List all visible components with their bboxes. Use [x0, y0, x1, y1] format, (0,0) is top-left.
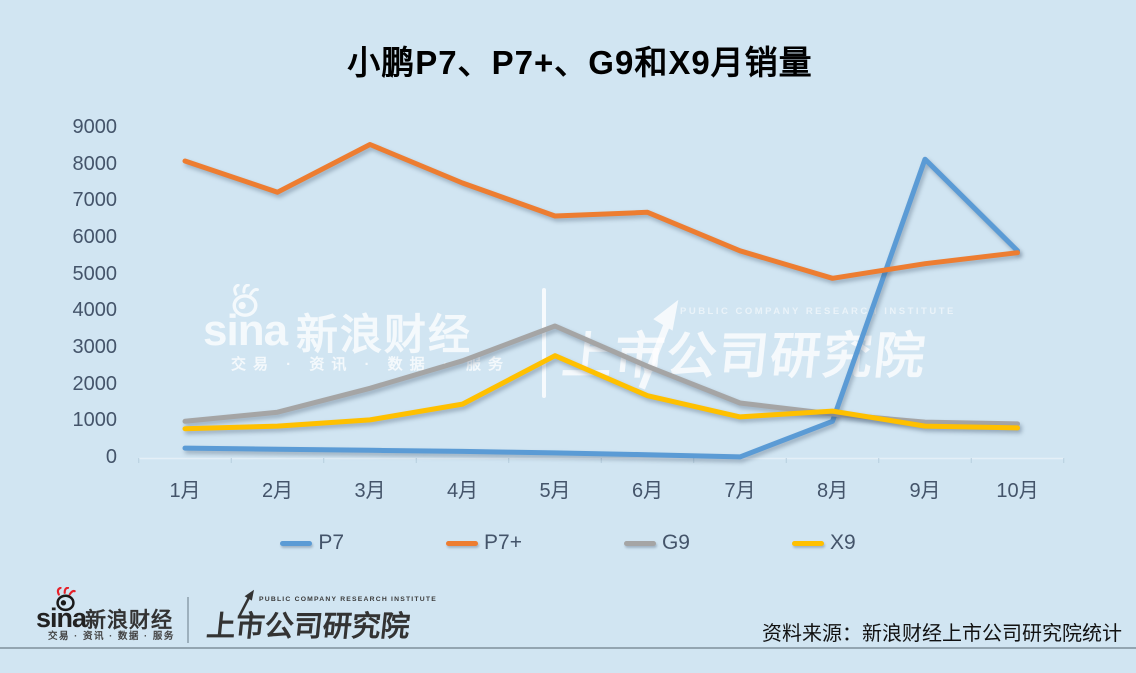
x-tick-label: 3月 [354, 480, 386, 502]
legend-item-P7: P7 [280, 531, 344, 555]
legend-label: P7 [318, 531, 345, 554]
legend-label: X9 [829, 531, 856, 554]
x-tick-label: 9月 [909, 480, 941, 502]
y-tick-label: 6000 [72, 226, 118, 248]
legend-item-G9: G9 [623, 531, 690, 555]
x-tick-label: 4月 [446, 480, 479, 502]
legend-item-X9: X9 [791, 531, 856, 555]
legend-item-P7+: P7+ [446, 531, 522, 555]
legend-swatch-X9 [791, 540, 824, 546]
legend-swatch-P7 [280, 540, 313, 546]
y-tick-label: 9000 [72, 116, 118, 138]
chart-title: 小鹏P7、P7+、G9和X9月销量 [347, 44, 813, 81]
sina-finance-logo-text: 新浪财经 [85, 609, 173, 632]
y-tick-label: 0 [105, 446, 117, 468]
sina-wordmark: sina [36, 603, 87, 633]
legend-swatch-G9 [623, 540, 656, 546]
sina-tagline: 交易 · 资讯 · 数据 · 服务 [48, 631, 175, 642]
y-tick-label: 1000 [72, 409, 118, 432]
x-tick-label: 2月 [261, 480, 294, 502]
arrow-icon [238, 589, 255, 617]
footer-divider [187, 597, 189, 643]
legend: P7 P7+ G9 X9 [0, 531, 1136, 555]
sina-tagline-watermark: 交易 · 资讯 · 数据 · 服务 [231, 356, 510, 373]
arrow-watermark-icon [638, 299, 679, 390]
x-tick-label: 10月 [996, 480, 1039, 502]
y-tick-label: 7000 [72, 189, 118, 212]
footer-rule [0, 647, 1136, 649]
institute-en-text: PUBLIC COMPANY RESEARCH INSTITUTE [259, 596, 437, 603]
y-tick-label: 5000 [72, 262, 118, 285]
institute-name-watermark: 上市公司研究院 [559, 328, 930, 384]
legend-label: P7+ [484, 531, 522, 554]
x-tick-label: 1月 [169, 480, 201, 502]
x-tick-label: 8月 [816, 480, 849, 502]
watermark-divider [542, 288, 546, 398]
legend-swatch-P7+ [446, 540, 479, 546]
y-tick-label: 3000 [72, 336, 118, 358]
y-tick-label: 2000 [72, 372, 118, 395]
x-tick-label: 6月 [631, 480, 664, 502]
x-tick-label: 7月 [724, 480, 756, 502]
data-source-text: 资料来源：新浪财经上市公司研究院统计 [762, 623, 1122, 645]
series-line-P7+ [182, 142, 1020, 281]
y-tick-label: 4000 [72, 299, 118, 322]
y-tick-label: 8000 [72, 152, 118, 175]
x-tick-label: 5月 [539, 480, 571, 502]
sina-wordmark-watermark: sina [203, 306, 288, 355]
institute-logo-text: 上市公司研究院 [205, 611, 412, 643]
sina-eye-icon [56, 587, 76, 612]
legend-label: G9 [661, 531, 690, 554]
